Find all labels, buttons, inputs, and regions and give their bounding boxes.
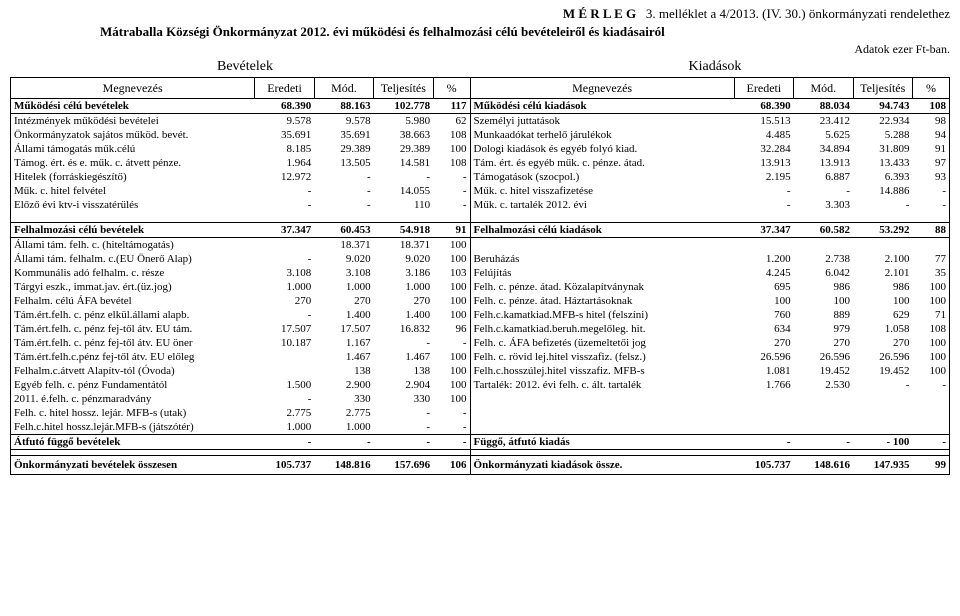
section-row: Felhalmozási célú bevételek 37.347 60.45…	[11, 222, 950, 237]
balance-table: Megnevezés Eredeti Mód. Teljesítés % Meg…	[10, 77, 950, 475]
table-row: Tám.ért.felh.c.pénz fej-től átv. EU elől…	[11, 350, 950, 364]
table-row: Állami tám. felhalm. c.(EU Önerő Alap)-9…	[11, 252, 950, 266]
table-row: Hitelek (forráskiegészítő)12.972---Támog…	[11, 170, 950, 184]
col-pct-right: %	[912, 78, 949, 99]
left-title: Bevételek	[10, 59, 480, 75]
col-megnevezes-left: Megnevezés	[11, 78, 255, 99]
col-mod-left: Mód.	[314, 78, 373, 99]
col-megnevezes-right: Megnevezés	[470, 78, 734, 99]
col-telj-left: Teljesítés	[374, 78, 433, 99]
table-row: Egyéb felh. c. pénz Fundamentától1.5002.…	[11, 378, 950, 392]
col-eredeti-left: Eredeti	[255, 78, 314, 99]
table-row: Felhalm.c.átvett Alapítv-tól (Óvoda)1381…	[11, 364, 950, 378]
table-row: Állami tám. felh. c. (hiteltámogatás)18.…	[11, 237, 950, 252]
table-row: Felh.c.hitel hossz.lejár.MFB-s (játszóté…	[11, 420, 950, 435]
col-telj-right: Teljesítés	[853, 78, 912, 99]
section-row: Átfutó függő bevételek - - - - Függő, át…	[11, 434, 950, 449]
col-eredeti-right: Eredeti	[734, 78, 793, 99]
column-header-row: Megnevezés Eredeti Mód. Teljesítés % Meg…	[11, 78, 950, 99]
col-pct-left: %	[433, 78, 470, 99]
header-line-2: Mátraballa Községi Önkormányzat 2012. év…	[10, 24, 950, 40]
table-row: Felh. c. hitel hossz. lejár. MFB-s (utak…	[11, 406, 950, 420]
table-row: Műk. c. hitel felvétel--14.055-Műk. c. h…	[11, 184, 950, 198]
table-row: Önkormányzatok sajátos működ. bevét.35.6…	[11, 128, 950, 142]
table-row: Kommunális adó felhalm. c. része3.1083.1…	[11, 266, 950, 280]
col-mod-right: Mód.	[794, 78, 853, 99]
header-line-3: Adatok ezer Ft-ban.	[10, 42, 950, 57]
table-row: Tám.ért.felh. c. pénz elkül.állami alapb…	[11, 308, 950, 322]
total-row: Önkormányzati bevételek összesen 105.737…	[11, 455, 950, 474]
table-row: Támog. ért. és e. műk. c. átvett pénze.1…	[11, 156, 950, 170]
right-title: Kiadások	[480, 59, 950, 75]
table-row: 2011. é.felh. c. pénzmaradvány-330330100	[11, 392, 950, 406]
table-row: Tárgyi eszk., immat.jav. ért.(üz.jog)1.0…	[11, 280, 950, 294]
section-titles: Bevételek Kiadások	[10, 59, 950, 75]
table-row: Előző évi ktv-i visszatérülés--110-Műk. …	[11, 198, 950, 212]
table-row: Állami támogatás műk.célú8.18529.38929.3…	[11, 142, 950, 156]
header-line-1: M É R L E G 3. melléklet a 4/2013. (IV. …	[10, 6, 950, 22]
table-row: Tám.ért.felh. c. pénz fej-től átv. EU tá…	[11, 322, 950, 336]
table-row: Tám.ért.felh. c. pénz fej-től átv. EU ön…	[11, 336, 950, 350]
table-row: Felhalm. célú ÁFA bevétel270270270100Fel…	[11, 294, 950, 308]
section-row: Működési célú bevételek 68.390 88.163 10…	[11, 99, 950, 114]
table-row: Intézmények működési bevételei9.5789.578…	[11, 114, 950, 129]
